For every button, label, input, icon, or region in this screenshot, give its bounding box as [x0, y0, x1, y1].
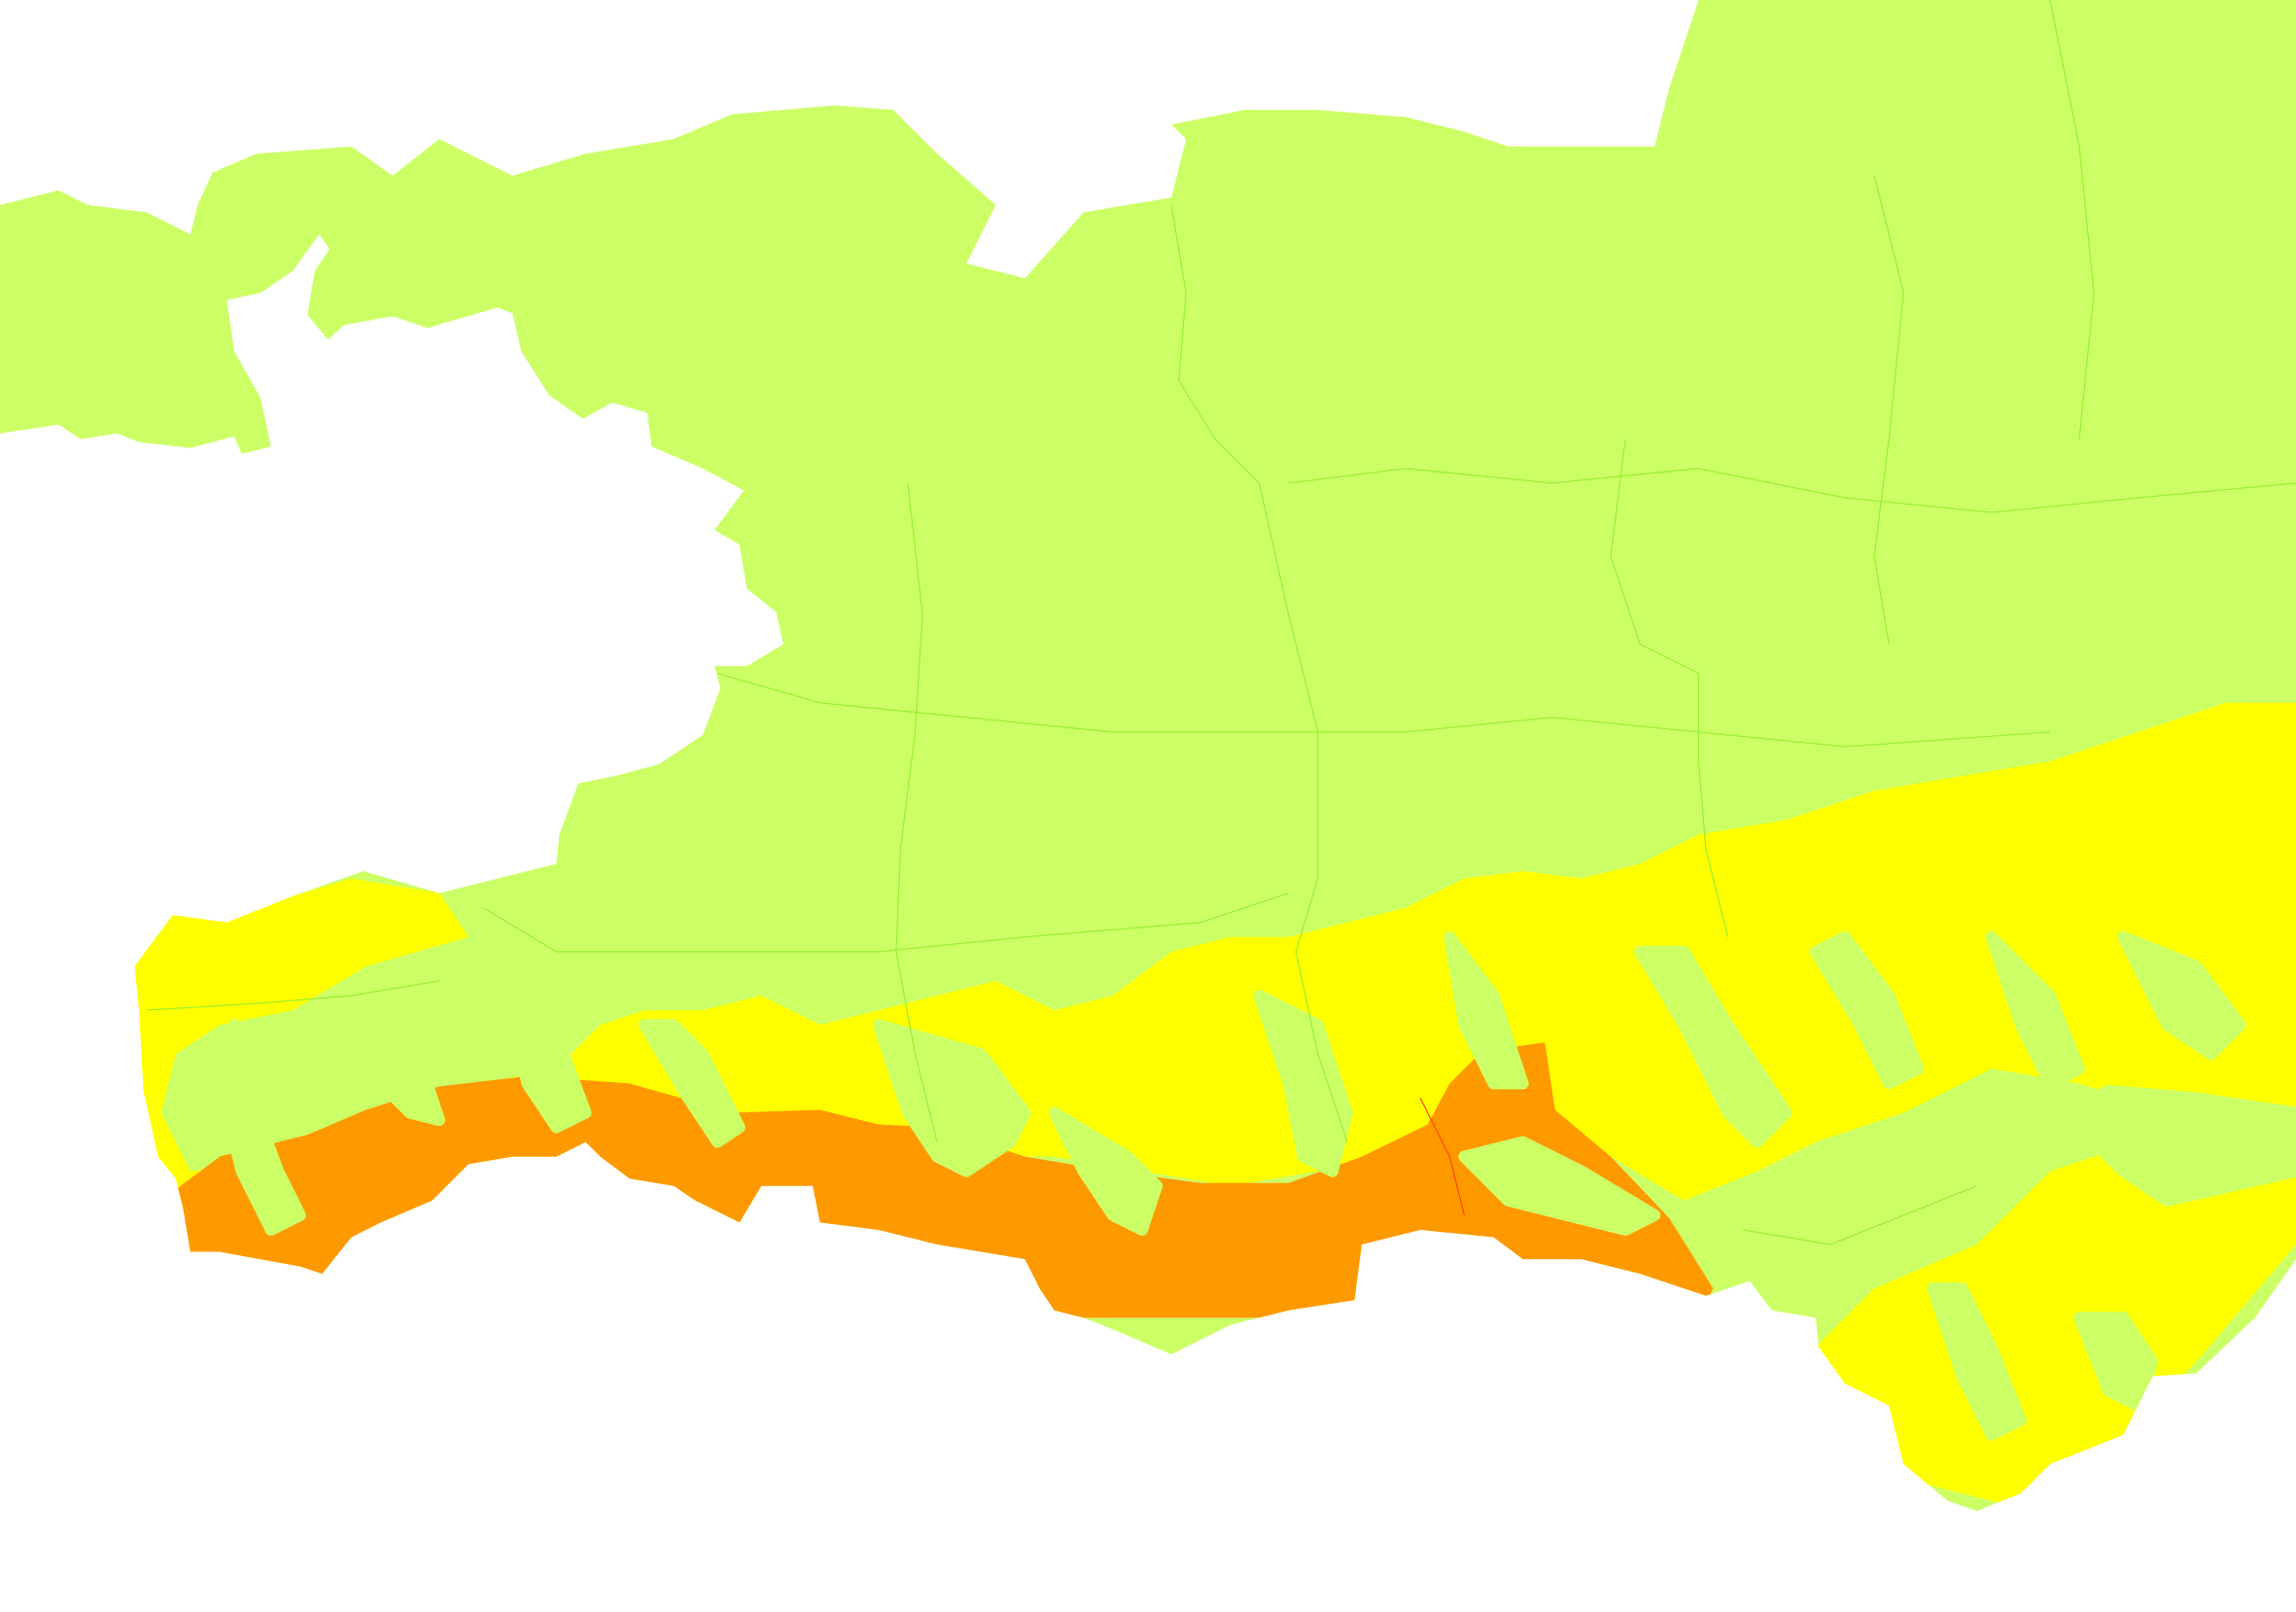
zone-low-inlet	[213, 1019, 306, 1236]
zone-low-inlet	[1927, 1282, 2027, 1441]
zone-low-inlet	[872, 1019, 1031, 1177]
zone-low-inlet	[1253, 989, 1353, 1177]
boundary-line	[1170, 204, 1348, 1142]
zone-low-inlet	[1458, 1136, 1661, 1236]
zone-low-inlets	[213, 930, 2296, 1441]
zone-low-inlet	[638, 1019, 746, 1148]
boundary-line	[146, 980, 440, 1011]
district-boundaries	[146, 0, 2296, 1245]
boundary-line	[1873, 175, 1904, 645]
zone-low-inlet	[1634, 945, 1792, 1148]
zone-low-inlet	[2073, 1312, 2159, 1412]
zone-medium	[131, 702, 2296, 1509]
boundary-line	[1610, 438, 1729, 937]
boundary-line	[1742, 1185, 1977, 1245]
zone-low-inlet	[1985, 930, 2086, 1090]
zone-low-inlet	[345, 1019, 445, 1127]
boundary-line	[482, 893, 1289, 953]
boundary-line	[895, 482, 938, 1142]
zone-low-inlet	[1048, 1106, 1164, 1236]
boundary-line	[1419, 1098, 1465, 1216]
zone-low-inlet	[1444, 930, 1529, 1090]
boundary-line	[1288, 468, 2296, 513]
zone-low-inlet	[2117, 930, 2246, 1061]
zone-low-inlet	[2014, 1084, 2296, 1207]
zone-low-inlet	[1809, 930, 1925, 1090]
boundary-line	[2049, 0, 2095, 439]
boundary-line	[716, 673, 2050, 748]
zone-low-inlet	[506, 1004, 592, 1134]
